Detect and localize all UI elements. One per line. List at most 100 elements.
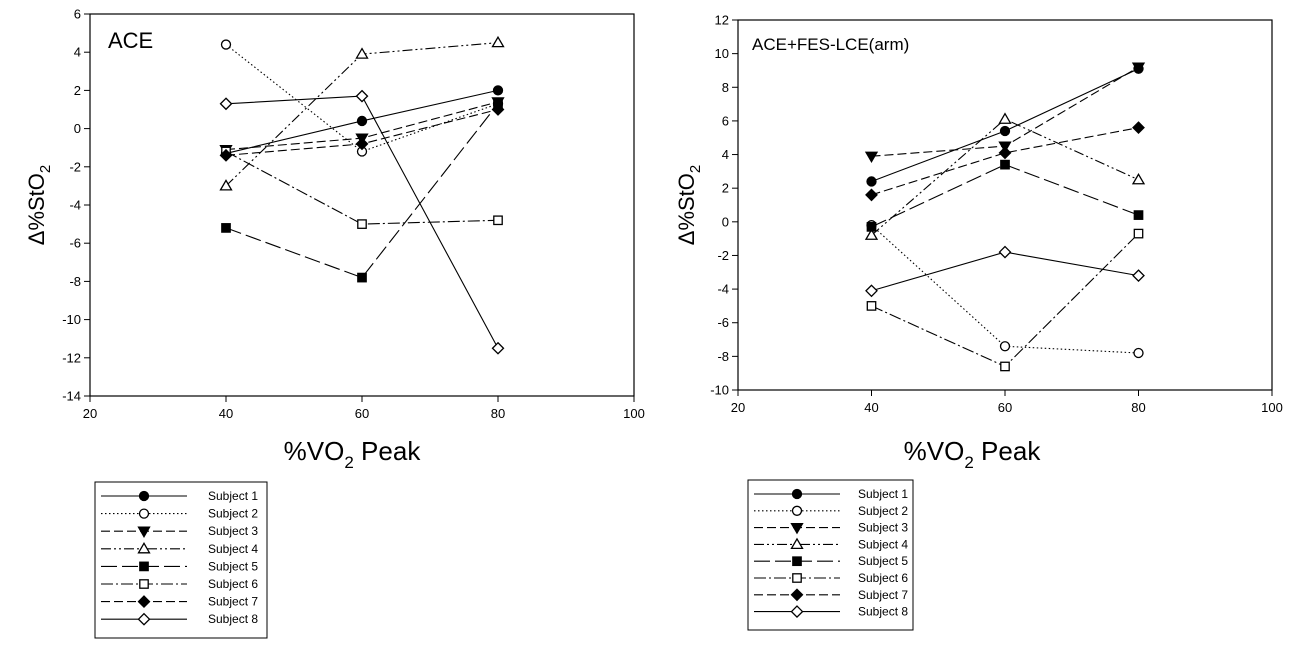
legend-label: Subject 2	[208, 507, 258, 521]
x-tick-label: 100	[1261, 400, 1283, 415]
legend-item: Subject 3	[754, 521, 908, 535]
legend-marker	[138, 508, 150, 519]
legend-marker	[790, 522, 804, 535]
data-point	[864, 228, 879, 240]
legend-marker	[137, 542, 151, 554]
x-tick-label: 40	[864, 400, 878, 415]
series-line	[225, 42, 499, 187]
legend-item: Subject 6	[101, 577, 258, 591]
y-tick-label: 0	[722, 214, 729, 229]
legend-item: Subject 5	[754, 554, 908, 568]
y-axis-label: Δ%StO2	[24, 165, 54, 246]
legend-marker	[139, 579, 149, 589]
data-point	[355, 89, 369, 103]
data-point	[999, 341, 1011, 352]
y-tick-label: -10	[710, 383, 729, 398]
legend-label: Subject 4	[858, 537, 908, 551]
y-tick-label: -2	[69, 159, 81, 174]
legend-label: Subject 6	[208, 577, 258, 591]
data-point	[1133, 228, 1144, 239]
series-line	[225, 151, 499, 225]
series-line	[871, 118, 1139, 236]
x-tick-label: 40	[219, 406, 233, 421]
series-4	[864, 112, 1146, 240]
data-point	[866, 301, 877, 311]
legend-label: Subject 2	[858, 504, 908, 518]
y-tick-label: -14	[62, 389, 81, 404]
data-point	[866, 222, 877, 232]
x-tick-label: 80	[1131, 400, 1145, 415]
x-axis-label-subscript: 2	[344, 453, 353, 472]
data-point	[491, 341, 505, 355]
legend-label: Subject 3	[858, 521, 908, 535]
series-7	[865, 121, 1145, 202]
x-tick-label: 80	[491, 406, 505, 421]
data-point	[221, 223, 231, 233]
y-tick-label: -12	[62, 350, 81, 365]
legend-marker	[139, 561, 149, 572]
legend-item: Subject 4	[101, 542, 258, 556]
legend-label: Subject 8	[858, 605, 908, 619]
x-axis-label-main: %VO	[284, 436, 345, 466]
x-tick-label: 20	[83, 406, 97, 421]
data-point	[866, 176, 877, 187]
y-tick-label: 6	[74, 7, 81, 22]
x-tick-label: 60	[355, 406, 369, 421]
series-4	[219, 35, 505, 191]
series-line	[871, 127, 1139, 196]
legend-label: Subject 5	[208, 559, 258, 573]
x-axis-label-subscript: 2	[964, 453, 973, 472]
legend-item: Subject 7	[101, 595, 258, 609]
legend-label: Subject 4	[208, 542, 258, 556]
series-line	[871, 224, 1139, 354]
data-point	[219, 148, 233, 162]
x-tick-label: 100	[623, 406, 645, 421]
legend-marker	[791, 505, 803, 516]
legend-box	[94, 481, 268, 639]
data-point	[219, 179, 233, 191]
x-axis-label-tail: Peak	[974, 436, 1041, 466]
y-tick-label: 8	[722, 80, 729, 95]
legend-marker	[792, 556, 802, 567]
data-point	[1132, 121, 1145, 135]
series-7	[219, 103, 505, 162]
data-point	[1000, 159, 1010, 170]
legend: Subject 1 Subject 2 Subject 3 Subject 4 Subj…	[94, 481, 268, 639]
data-point	[491, 35, 505, 48]
legend-marker	[790, 537, 804, 550]
data-point	[999, 125, 1011, 137]
x-axis-label-tail: Peak	[354, 436, 421, 466]
x-tick-label: 20	[731, 400, 745, 415]
data-point	[355, 47, 369, 59]
data-point	[357, 219, 367, 229]
y-tick-label: -2	[717, 248, 729, 263]
legend-item: Subject 7	[754, 588, 908, 602]
legend-label: Subject 7	[208, 595, 258, 609]
legend-item: Subject 2	[101, 507, 258, 521]
series-5	[221, 98, 503, 283]
x-axis-label: %VO2 Peak	[284, 436, 422, 472]
legend-item: Subject 2	[754, 504, 908, 518]
y-axis-label-main: Δ%StO	[674, 173, 699, 245]
legend-item: Subject 1	[754, 487, 908, 501]
series-8	[865, 245, 1145, 298]
data-point	[219, 97, 233, 111]
legend-label: Subject 3	[208, 524, 258, 538]
plot-frame	[89, 13, 635, 397]
data-point	[998, 245, 1012, 259]
y-tick-label: -8	[69, 274, 81, 289]
data-point	[864, 151, 879, 164]
series-line	[225, 103, 499, 279]
legend-item: Subject 8	[754, 605, 908, 619]
legend-label: Subject 5	[858, 554, 908, 568]
y-tick-label: 4	[722, 147, 729, 162]
legend-marker	[792, 573, 802, 583]
legend-box	[747, 479, 914, 631]
legend-item: Subject 8	[101, 612, 258, 626]
data-point	[1131, 172, 1146, 185]
legend-marker	[137, 612, 151, 626]
legend-label: Subject 7	[858, 588, 908, 602]
legend-marker	[137, 595, 151, 609]
y-tick-label: 0	[74, 121, 81, 136]
